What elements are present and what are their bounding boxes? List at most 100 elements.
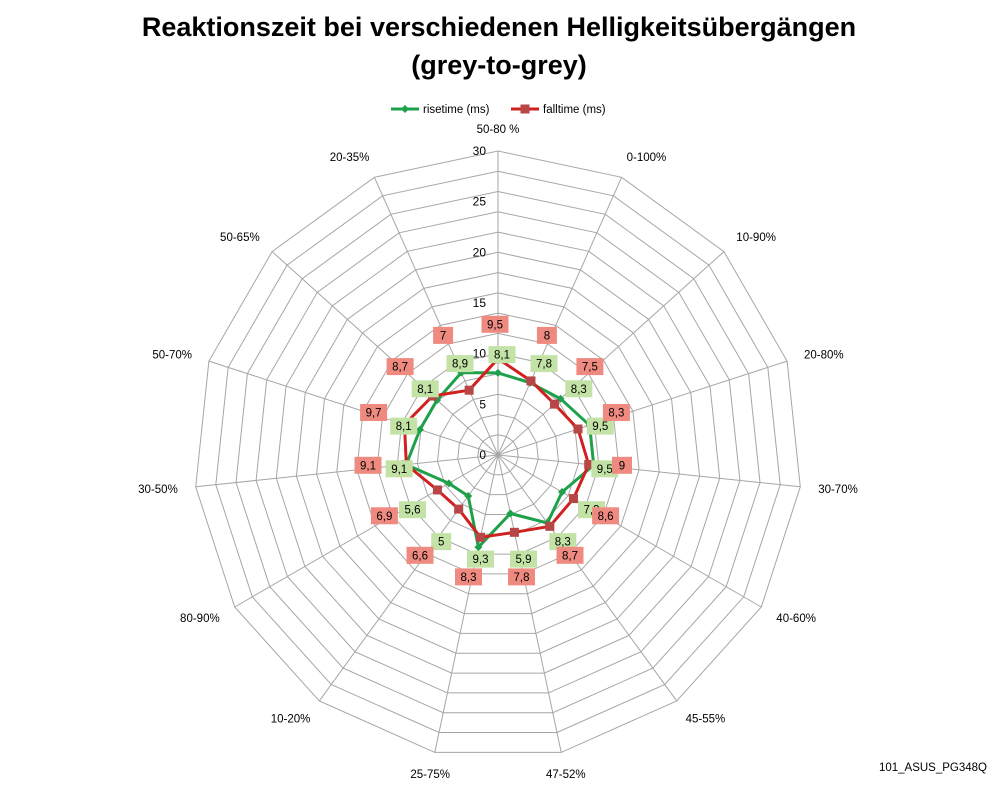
radial-tick-label: 30	[473, 144, 487, 158]
data-label: 8,6	[598, 511, 614, 523]
grid-spoke	[497, 177, 623, 456]
data-label: 9,5	[592, 421, 608, 433]
radial-tick-label: 20	[473, 245, 487, 259]
category-label: 20-80%	[804, 349, 844, 361]
data-label-bg	[431, 533, 452, 551]
category-label: 45-55%	[686, 714, 726, 726]
data-label-bg	[549, 533, 577, 551]
legend-item-falltime: falltime (ms)	[511, 104, 606, 116]
legend-label: falltime (ms)	[543, 104, 606, 116]
data-label: 9,1	[360, 460, 376, 472]
data-point	[558, 487, 567, 496]
category-label: 0-100%	[627, 152, 667, 164]
data-label-bg	[592, 507, 620, 525]
grid-spoke	[497, 251, 725, 456]
data-label-bg	[591, 460, 619, 478]
data-label: 8,3	[608, 408, 624, 420]
data-label: 8,7	[392, 362, 408, 374]
grid-spoke	[497, 454, 801, 488]
radial-tick-label: 5	[479, 397, 486, 411]
grid-spoke	[195, 454, 499, 488]
data-label-bg	[446, 355, 474, 373]
legend-item-risetime: risetime (ms)	[391, 104, 490, 116]
data-label: 9,5	[597, 464, 613, 476]
data-label-bg	[488, 346, 516, 364]
data-label: 8	[544, 330, 550, 342]
data-point	[415, 425, 424, 434]
data-label-bg	[455, 568, 482, 586]
grid-ring	[477, 434, 519, 476]
footer-label: 101_ASUS_PG348Q	[878, 762, 987, 774]
data-point	[509, 527, 519, 537]
legend: risetime (ms) falltime (ms)	[391, 104, 606, 116]
category-label: 20-35%	[330, 152, 370, 164]
data-point	[549, 399, 559, 409]
data-point	[568, 494, 578, 504]
data-label-bg	[433, 326, 454, 344]
data-label: 6,9	[376, 511, 392, 523]
category-label: 50-80 %	[477, 124, 520, 136]
data-label-bg	[565, 380, 593, 398]
data-label-bg	[406, 546, 434, 564]
data-label: 8,1	[494, 350, 510, 362]
grid-ring	[376, 332, 620, 575]
chart-title-line1: Reaktionszeit bei verschiedenen Helligke…	[141, 12, 857, 42]
data-point	[584, 460, 594, 470]
data-label-bg	[612, 456, 632, 474]
data-label: 8,1	[396, 421, 412, 433]
data-label-bg	[411, 380, 439, 398]
radial-tick-label: 15	[473, 296, 487, 310]
grid-spoke	[234, 454, 499, 608]
data-labels-falltime: 9,5 8 7,5 8,3 9 8,6 8,7 7,8 8,3 6,6 6,9 9,1 9,7 8,7 7	[354, 315, 632, 586]
category-label: 47-52%	[546, 769, 586, 781]
category-label: 50-70%	[152, 349, 192, 361]
data-label-bg	[530, 355, 558, 373]
category-labels: 50-80 % 0-100% 10-90% 20-80% 30-70% 40-60% 45-…	[138, 124, 858, 781]
grid-ring	[336, 292, 660, 615]
category-label: 30-70%	[818, 484, 858, 496]
legend-swatch-marker	[520, 104, 530, 114]
data-point	[494, 368, 502, 377]
data-point	[432, 485, 442, 495]
data-label-bg	[467, 550, 494, 568]
data-label-bg	[586, 417, 614, 435]
grid-ring	[457, 413, 539, 496]
data-label-bg	[354, 456, 382, 474]
data-label: 8,3	[571, 384, 587, 396]
data-label: 9	[619, 460, 625, 472]
data-label: 8,1	[417, 384, 433, 396]
category-label: 30-50%	[138, 484, 178, 496]
data-point	[506, 509, 515, 518]
data-label: 7	[440, 330, 446, 342]
data-label: 7,5	[582, 362, 598, 374]
category-label: 50-65%	[220, 232, 260, 244]
grid-ring	[255, 211, 741, 694]
grid-ring	[215, 170, 781, 733]
radial-tick-label: 10	[473, 347, 487, 361]
data-point	[573, 424, 583, 434]
grid-ring	[275, 231, 721, 674]
radial-tick-label: 0	[479, 448, 486, 462]
grid-ring	[316, 272, 680, 634]
data-label: 9,7	[366, 408, 382, 420]
category-label: 10-90%	[736, 232, 776, 244]
category-label: 25-75%	[410, 769, 450, 781]
chart-title-line2: (grey-to-grey)	[411, 50, 587, 80]
grid-ring	[436, 393, 560, 515]
data-point	[545, 521, 555, 531]
data-point	[464, 385, 474, 395]
data-label-bg	[399, 501, 426, 519]
data-label-bg	[536, 326, 557, 344]
grid-spoke	[208, 360, 499, 456]
grid-ring	[235, 190, 761, 714]
radar-grid	[195, 150, 801, 753]
chart-title: Reaktionszeit bei verschiedenen Helligke…	[0, 8, 998, 84]
series-line	[404, 371, 596, 549]
data-label: 8,3	[461, 572, 477, 584]
data-label-bg	[370, 507, 398, 525]
legend-swatch-marker	[401, 105, 409, 113]
data-label-bg	[510, 550, 537, 568]
radial-tick-labels: 0 5 10 15 20 25 30	[473, 144, 487, 462]
grid-ring	[356, 312, 640, 595]
